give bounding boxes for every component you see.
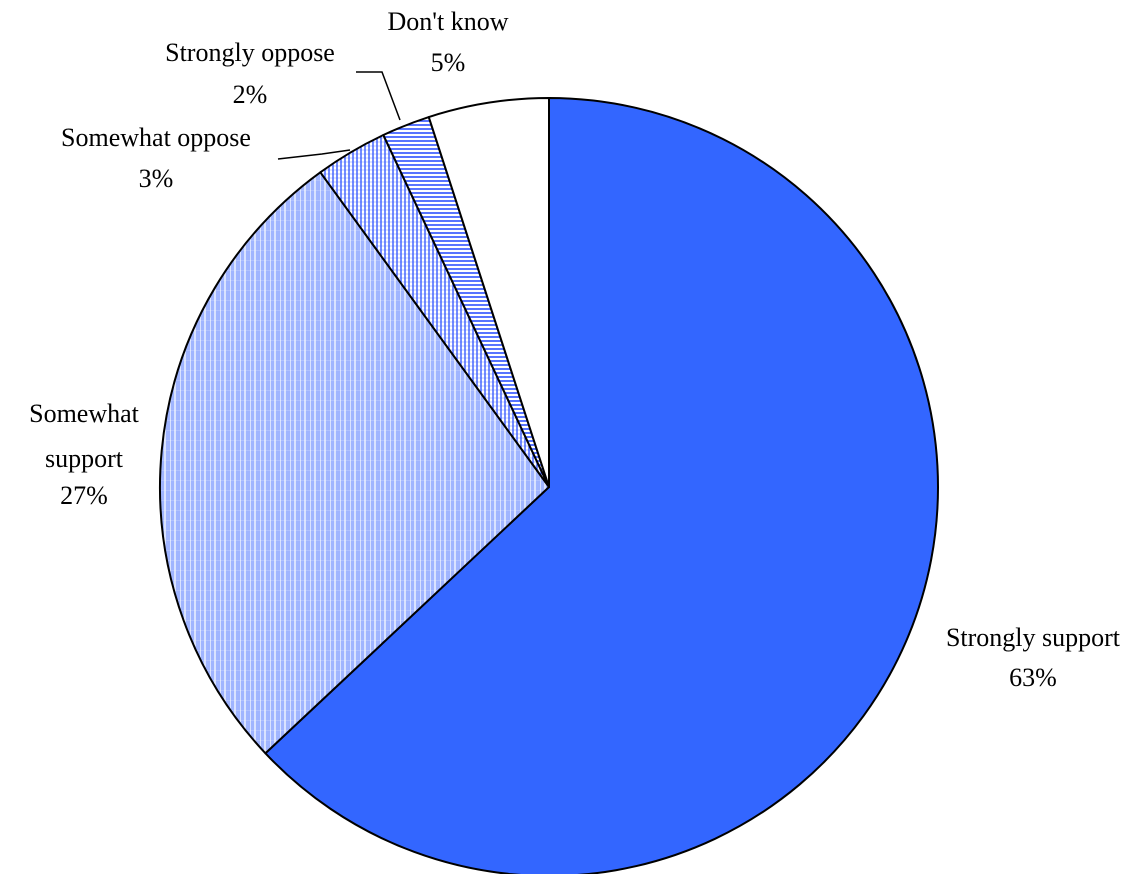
slice-label-somewhat-oppose: Somewhat oppose 3% <box>61 123 251 193</box>
slice-label-text: Somewhat <box>29 399 140 428</box>
slice-label-text: Strongly support <box>946 623 1121 652</box>
slice-value-text: 27% <box>60 481 108 510</box>
pie-slice-don-t-know <box>427 97 550 488</box>
slice-label-somewhat-support: Somewhat support 27% <box>29 399 140 510</box>
leader-line-somewhat-oppose <box>277 149 351 160</box>
slice-label-text: Strongly oppose <box>165 38 335 67</box>
pie-slices <box>159 97 939 874</box>
slice-label-text: Don't know <box>388 7 509 36</box>
pie-slice-somewhat-support <box>159 171 550 755</box>
slice-value-text: 2% <box>233 80 268 109</box>
slice-label-text: Somewhat oppose <box>61 123 251 152</box>
slice-value-text: 5% <box>431 48 466 77</box>
slice-value-text: 63% <box>1009 663 1057 692</box>
leader-line-strongly-oppose <box>356 71 401 121</box>
leader-line-dont-know <box>418 80 430 110</box>
slice-labels: Strongly support63%Somewhatsupport27%Som… <box>29 7 1121 692</box>
leader-lines <box>277 71 430 160</box>
pie-slice-strongly-support <box>264 97 939 874</box>
slice-label-strongly-support: Strongly support 63% <box>946 623 1121 692</box>
slice-label-text: support <box>45 444 124 473</box>
slice-label-don-t-know: Don't know 5% <box>388 7 509 77</box>
slice-value-text: 3% <box>139 164 174 193</box>
slice-label-strongly-oppose: Strongly oppose 2% <box>165 38 335 109</box>
